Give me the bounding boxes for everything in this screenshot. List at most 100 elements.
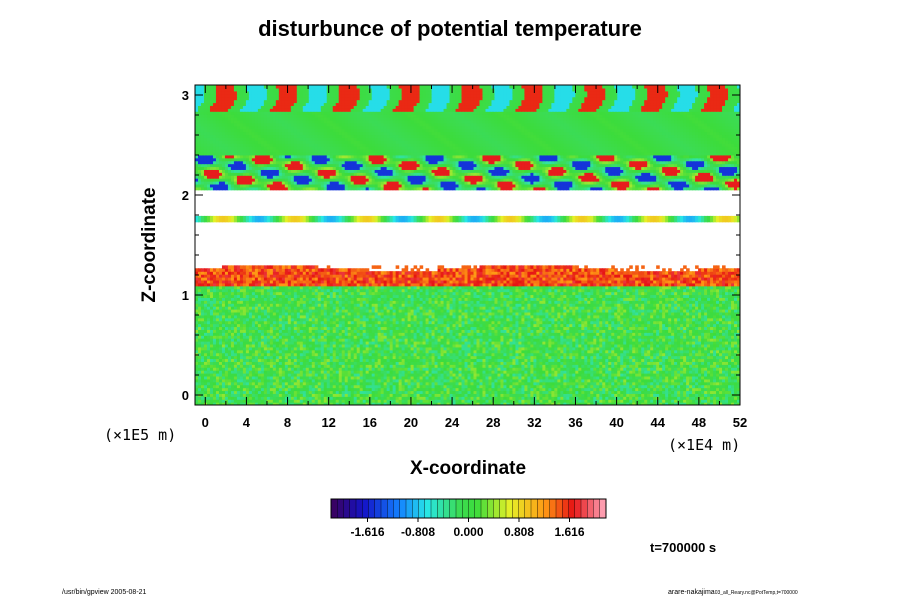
heatmap-cell	[710, 399, 714, 403]
heatmap-cell	[632, 346, 636, 351]
heatmap-cell	[311, 358, 316, 362]
heatmap-cell	[668, 390, 672, 394]
heatmap-cell	[212, 381, 217, 386]
heatmap-cell	[389, 381, 394, 386]
heatmap-cell	[236, 367, 241, 371]
heatmap-cell	[398, 387, 403, 392]
heatmap-cell	[524, 384, 528, 389]
heatmap-cell	[683, 355, 687, 360]
heatmap-cell	[257, 364, 262, 368]
heatmap-cell	[461, 384, 466, 389]
heatmap-cell	[662, 387, 666, 392]
heatmap-cell	[386, 349, 391, 354]
heatmap-cell	[551, 393, 555, 397]
heatmap-cell	[662, 393, 666, 397]
heatmap-cell	[632, 396, 636, 400]
heatmap-cell	[299, 358, 304, 362]
heatmap-cell	[503, 375, 508, 380]
heatmap-cell	[287, 402, 292, 405]
heatmap-cell	[413, 355, 418, 360]
heatmap-cell	[377, 373, 382, 377]
heatmap-cell	[638, 375, 642, 380]
heatmap-cell	[632, 384, 636, 389]
heatmap-cell	[710, 370, 714, 374]
heatmap-cell	[482, 399, 487, 403]
heatmap-cell	[455, 370, 460, 374]
heatmap-cell	[611, 358, 615, 362]
heatmap-cell	[590, 370, 594, 374]
heatmap-cell	[548, 355, 552, 360]
heatmap-cell	[221, 367, 226, 371]
heatmap-cell	[374, 393, 379, 397]
heatmap-cell	[545, 346, 549, 351]
heatmap-cell	[413, 364, 418, 368]
heatmap-cell	[413, 346, 418, 351]
heatmap-cell	[530, 399, 534, 403]
heatmap-cell	[548, 352, 552, 357]
heatmap-cell	[401, 373, 406, 377]
heatmap-cell	[431, 367, 436, 371]
heatmap-cell	[254, 387, 259, 392]
heatmap-cell	[338, 402, 343, 405]
heatmap-cell	[383, 364, 388, 368]
heatmap-cell	[479, 361, 484, 365]
heatmap-cell	[656, 367, 660, 371]
heatmap-cell	[455, 364, 460, 368]
heatmap-cell	[266, 349, 271, 354]
heatmap-cell	[272, 396, 277, 400]
heatmap-cell	[326, 349, 331, 354]
heatmap-cell	[431, 402, 436, 405]
heatmap-cell	[683, 378, 687, 383]
heatmap-cell	[218, 378, 223, 383]
heatmap-cell	[581, 390, 585, 394]
heatmap-cell	[386, 381, 391, 386]
heatmap-cell	[713, 358, 717, 362]
heatmap-cell	[548, 387, 552, 392]
heatmap-cell	[461, 358, 466, 362]
heatmap-cell	[539, 387, 543, 392]
heatmap-cell	[374, 364, 379, 368]
heatmap-cell	[602, 399, 606, 403]
heatmap-cell	[215, 402, 220, 405]
heatmap-cell	[332, 349, 337, 354]
heatmap-cell	[641, 384, 645, 389]
heatmap-cell	[713, 378, 717, 383]
heatmap-cell	[632, 358, 636, 362]
heatmap-cell	[332, 355, 337, 360]
heatmap-cell	[200, 343, 205, 348]
heatmap-cell	[269, 378, 274, 383]
heatmap-cell	[542, 381, 546, 386]
heatmap-cell	[209, 364, 214, 368]
heatmap-cell	[686, 361, 690, 365]
heatmap-cell	[458, 402, 463, 405]
heatmap-cell	[695, 355, 699, 360]
heatmap-cell	[644, 364, 648, 368]
heatmap-cell	[512, 399, 517, 403]
heatmap-cell	[563, 375, 567, 380]
heatmap-cell	[620, 375, 624, 380]
heatmap-cell	[374, 373, 379, 377]
heatmap-cell	[587, 387, 591, 392]
heatmap-cell	[488, 361, 493, 365]
heatmap-cell	[467, 393, 472, 397]
heatmap-cell	[719, 370, 723, 374]
heatmap-cell	[731, 381, 735, 386]
heatmap-cell	[500, 381, 505, 386]
heatmap-cell	[428, 387, 433, 392]
heatmap-cell	[212, 384, 217, 389]
heatmap-cell	[725, 349, 729, 354]
heatmap-cell	[500, 393, 505, 397]
heatmap-cell	[701, 390, 705, 394]
heatmap-cell	[572, 352, 576, 357]
heatmap-cell	[197, 381, 202, 386]
heatmap-cell	[641, 393, 645, 397]
heatmap-cell	[671, 387, 675, 392]
heatmap-cell	[347, 349, 352, 354]
heatmap-cell	[245, 352, 250, 357]
heatmap-cell	[329, 358, 334, 362]
heatmap-cell	[332, 381, 337, 386]
heatmap-cell	[677, 364, 681, 368]
heatmap-cell	[245, 384, 250, 389]
heatmap-cell	[458, 396, 463, 400]
heatmap-cell	[326, 367, 331, 371]
